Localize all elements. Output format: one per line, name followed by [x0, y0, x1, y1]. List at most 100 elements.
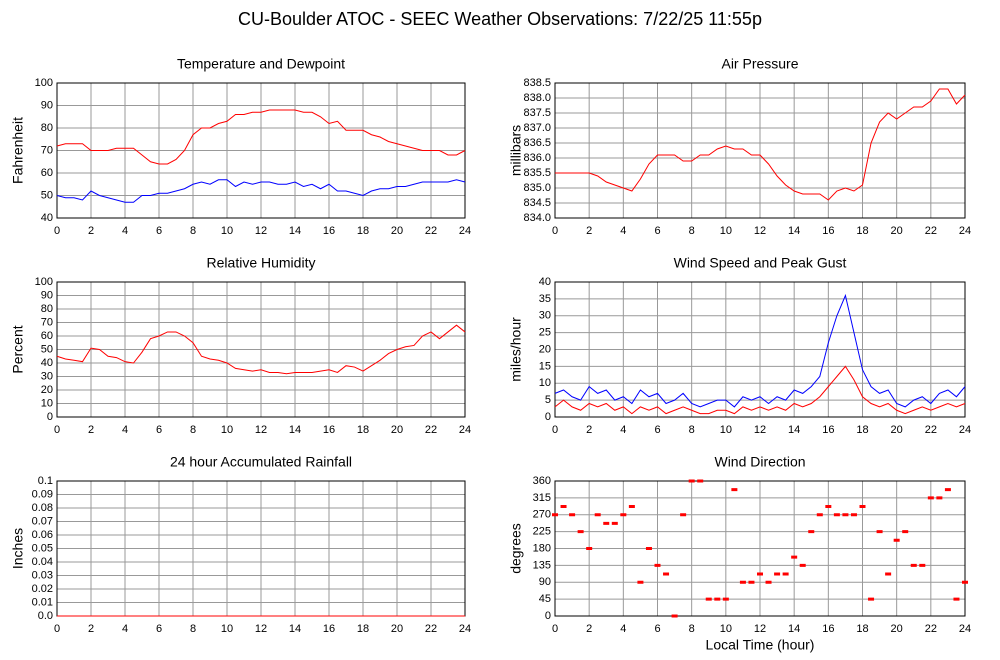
y-tick-label: 60 — [41, 330, 53, 342]
data-point — [910, 563, 917, 567]
y-tick-label: 70 — [41, 316, 53, 328]
y-tick-label: 0.03 — [32, 569, 53, 581]
x-tick-label: 10 — [221, 623, 233, 635]
x-tick-label: 20 — [391, 424, 403, 436]
x-tick-label: 10 — [720, 225, 732, 237]
data-point — [697, 479, 704, 483]
data-point — [791, 555, 798, 559]
page-title: CU-Boulder ATOC - SEEC Weather Observati… — [238, 9, 762, 29]
x-tick-label: 8 — [190, 623, 196, 635]
x-tick-label: 14 — [289, 424, 301, 436]
y-tick-label: 10 — [539, 377, 551, 389]
data-point — [748, 580, 755, 584]
y-tick-label: 40 — [539, 276, 551, 288]
x-tick-label: 16 — [323, 225, 335, 237]
data-line — [56, 109, 466, 165]
y-tick-label: 835.5 — [523, 167, 551, 179]
y-tick-label: 15 — [539, 360, 551, 372]
data-line — [554, 293, 966, 408]
y-tick-label: 10 — [41, 397, 53, 409]
y-tick-label: 0.09 — [32, 488, 53, 500]
x-tick-label: 24 — [959, 424, 971, 436]
x-tick-label: 20 — [391, 225, 403, 237]
x-tick-label: 12 — [754, 424, 766, 436]
y-tick-label: 0.01 — [32, 596, 53, 608]
y-tick-label: 838.5 — [523, 77, 551, 89]
chart-title: Wind Speed and Peak Gust — [674, 255, 847, 271]
x-tick-label: 14 — [289, 623, 301, 635]
data-point — [628, 505, 635, 508]
x-tick-label: 18 — [856, 623, 868, 635]
y-tick-label: 836.5 — [523, 137, 551, 149]
plot-frame — [554, 281, 966, 418]
data-point — [885, 572, 892, 576]
y-tick-label: 0.08 — [32, 502, 53, 514]
x-tick-label: 10 — [221, 225, 233, 237]
data-point — [859, 505, 866, 508]
x-tick-label: 8 — [190, 424, 196, 436]
x-tick-label: 4 — [620, 424, 626, 436]
x-tick-label: 16 — [822, 225, 834, 237]
x-tick-label: 0 — [54, 225, 60, 237]
data-point — [671, 614, 678, 618]
data-point — [705, 597, 712, 601]
x-tick-label: 12 — [754, 623, 766, 635]
x-tick-label: 2 — [88, 623, 94, 635]
x-tick-label: 4 — [122, 623, 128, 635]
data-line — [554, 365, 966, 415]
x-tick-label: 10 — [720, 424, 732, 436]
x-tick-label: 18 — [856, 225, 868, 237]
y-tick-label: 90 — [539, 576, 551, 588]
data-point — [816, 513, 823, 517]
data-point — [919, 563, 926, 567]
x-tick-label: 0 — [54, 623, 60, 635]
y-tick-label: 5 — [545, 394, 551, 406]
y-tick-label: 100 — [35, 77, 53, 89]
x-tick-label: 2 — [586, 225, 592, 237]
y-tick-label: 315 — [533, 492, 551, 504]
x-tick-label: 18 — [357, 623, 369, 635]
x-tick-label: 20 — [891, 424, 903, 436]
x-tick-label: 20 — [891, 225, 903, 237]
y-tick-label: 0.05 — [32, 542, 53, 554]
x-tick-label: 18 — [357, 225, 369, 237]
x-tick-label: 20 — [391, 623, 403, 635]
data-line — [56, 179, 466, 203]
data-point — [620, 513, 627, 517]
x-tick-label: 2 — [88, 424, 94, 436]
y-tick-label: 0.02 — [32, 583, 53, 595]
x-tick-label: 8 — [190, 225, 196, 237]
x-tick-label: 16 — [323, 424, 335, 436]
x-tick-label: 14 — [788, 225, 800, 237]
plot-frame — [554, 82, 966, 219]
y-tick-label: 40 — [41, 357, 53, 369]
x-tick-label: 0 — [552, 225, 558, 237]
y-tick-label: 135 — [533, 559, 551, 571]
y-tick-label: 0 — [545, 411, 551, 423]
x-tick-label: 0 — [54, 424, 60, 436]
y-tick-label: 25 — [539, 327, 551, 339]
x-tick-label: 0 — [552, 424, 558, 436]
x-tick-label: 12 — [754, 225, 766, 237]
x-tick-label: 12 — [255, 225, 267, 237]
data-point — [688, 479, 695, 483]
x-tick-label: 6 — [654, 225, 660, 237]
y-tick-label: 100 — [35, 276, 53, 288]
x-tick-label: 22 — [925, 424, 937, 436]
x-tick-label: 22 — [925, 623, 937, 635]
data-point — [680, 513, 687, 517]
y-tick-label: 80 — [41, 122, 53, 134]
y-tick-label: 45 — [539, 593, 551, 605]
data-point — [594, 513, 601, 517]
x-tick-label: 4 — [620, 623, 626, 635]
data-point — [569, 513, 576, 517]
y-tick-label: 0.0 — [38, 610, 53, 622]
x-tick-label: 4 — [122, 424, 128, 436]
y-tick-label: 50 — [41, 343, 53, 355]
x-tick-label: 20 — [891, 623, 903, 635]
y-axis-label: Fahrenheit — [10, 117, 26, 184]
y-tick-label: 360 — [533, 475, 551, 487]
data-point — [714, 597, 721, 601]
x-tick-label: 14 — [788, 424, 800, 436]
y-tick-label: 35 — [539, 293, 551, 305]
